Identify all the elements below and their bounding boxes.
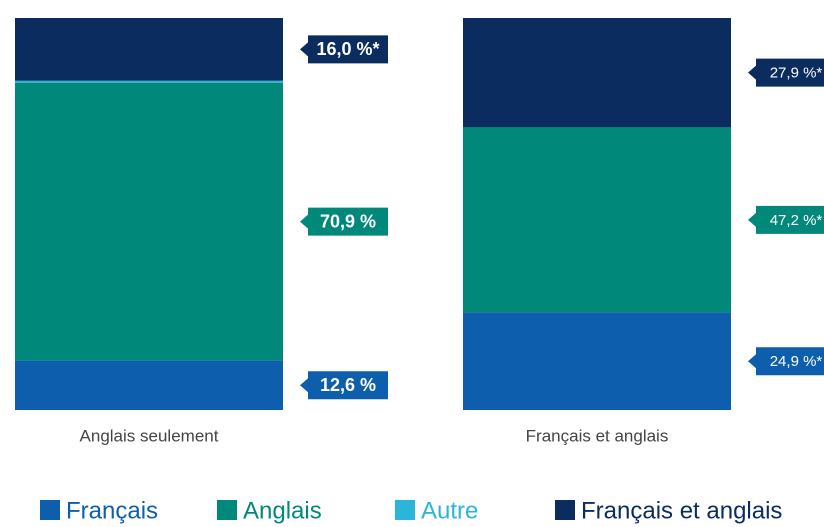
x-tick-label: Anglais seulement — [80, 426, 219, 445]
bar-segment — [463, 18, 731, 128]
value-label-box — [300, 35, 388, 64]
value-label-box — [748, 205, 824, 234]
legend-label: Français et anglais — [581, 497, 782, 524]
bar-segment — [15, 360, 283, 410]
value-label-box — [748, 58, 824, 87]
value-label: 70,9 % — [320, 211, 376, 231]
legend-swatch — [395, 500, 415, 520]
bar-segment — [15, 82, 283, 361]
bar-segment — [463, 127, 731, 313]
legend-label: Français — [66, 497, 158, 524]
value-label: 47,2 %* — [770, 212, 823, 229]
value-label-box — [300, 207, 388, 236]
legend-label: Autre — [421, 497, 478, 524]
value-label: 16,0 %* — [316, 39, 379, 59]
legend-swatch — [217, 500, 237, 520]
legend-swatch — [555, 500, 575, 520]
x-tick-label: Français et anglais — [526, 426, 669, 445]
legend-swatch — [40, 500, 60, 520]
bar-segment — [15, 80, 283, 83]
legend-label: Anglais — [243, 497, 322, 524]
bar-segment — [463, 312, 731, 410]
bar-segment — [15, 18, 283, 81]
value-label: 24,9 %* — [770, 353, 823, 370]
value-label-box — [748, 347, 824, 376]
value-label-box — [300, 371, 388, 400]
value-label: 12,6 % — [320, 375, 376, 395]
value-label: 27,9 %* — [770, 65, 823, 82]
